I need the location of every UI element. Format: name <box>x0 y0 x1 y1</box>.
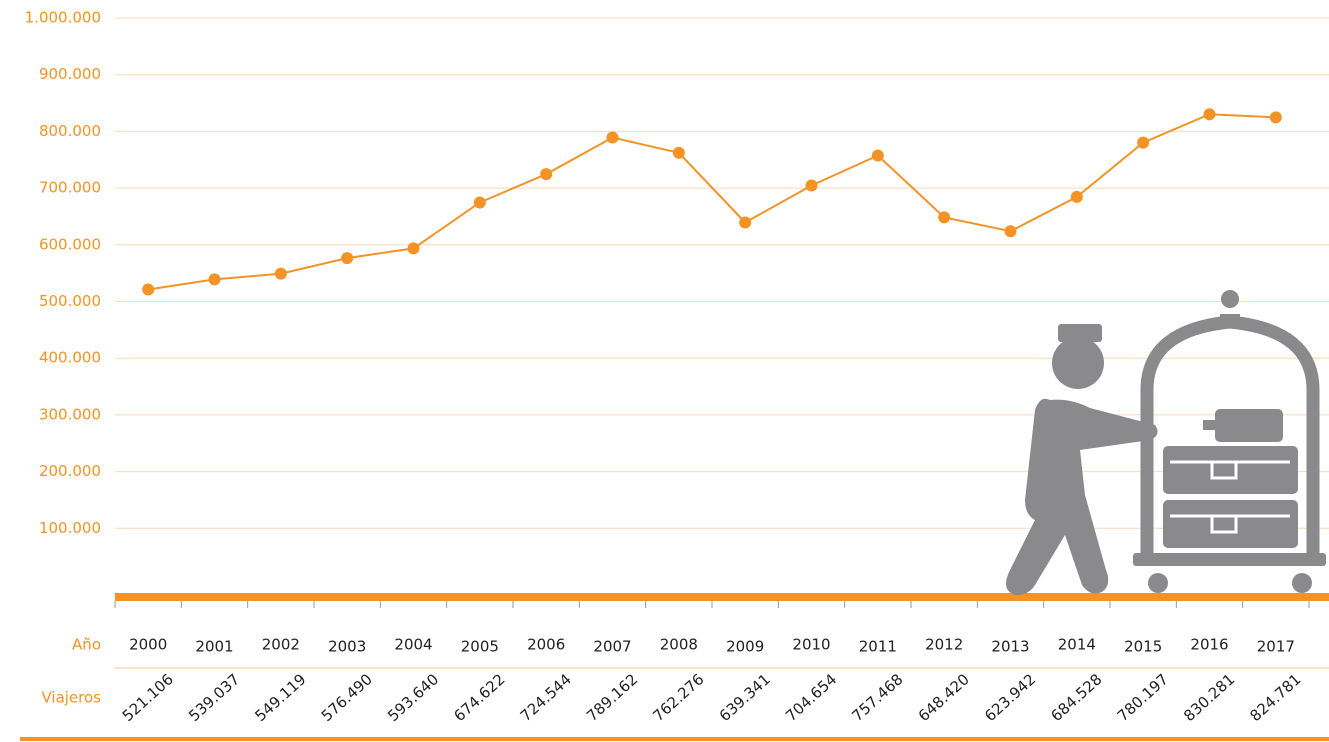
value-label: 549.119 <box>251 670 309 725</box>
value-label: 593.640 <box>384 670 442 725</box>
data-point <box>673 147 685 159</box>
data-point <box>209 273 221 285</box>
value-label: 762.276 <box>649 670 707 725</box>
x-tick-label: 2017 <box>1257 638 1295 656</box>
x-tick-label: 2007 <box>593 638 631 656</box>
data-point <box>872 150 884 162</box>
x-tick-label: 2013 <box>991 638 1029 656</box>
y-tick-label: 300.000 <box>39 405 101 423</box>
x-tick-label: 2011 <box>859 638 897 656</box>
data-point <box>142 284 154 296</box>
x-tick-label: 2015 <box>1124 638 1162 656</box>
x-tick-label: 2008 <box>660 636 698 654</box>
y-tick-label: 1.000.000 <box>25 9 101 27</box>
x-axis-label: Año <box>72 636 101 654</box>
bellhop-icon <box>1006 290 1326 595</box>
x-tick-label: 2014 <box>1058 636 1096 654</box>
y-tick-label: 500.000 <box>39 292 101 310</box>
x-tick-label: 2000 <box>129 636 167 654</box>
value-label: 724.544 <box>517 670 575 725</box>
chart: Año Viajeros 100.000 200.000 300.000 400.00… <box>0 0 1329 742</box>
y-tick-label: 100.000 <box>39 519 101 537</box>
x-tick-label: 2001 <box>195 638 233 656</box>
data-point <box>540 168 552 180</box>
value-label: 521.106 <box>119 670 177 725</box>
x-tick-label: 2004 <box>394 636 432 654</box>
data-point <box>607 132 619 144</box>
data-point <box>1270 111 1282 123</box>
x-tick-label: 2006 <box>527 636 565 654</box>
x-tick-label: 2002 <box>262 636 300 654</box>
data-point <box>806 179 818 191</box>
value-label: 623.942 <box>981 670 1039 725</box>
value-label: 704.654 <box>782 670 840 725</box>
x-tick-label: 2009 <box>726 638 764 656</box>
y-tick-label: 800.000 <box>39 122 101 140</box>
value-label: 757.468 <box>848 670 906 725</box>
y-tick-label: 900.000 <box>39 65 101 83</box>
x-tick-label: 2016 <box>1190 636 1228 654</box>
x-tick-label: 2010 <box>792 636 830 654</box>
value-label: 780.197 <box>1114 670 1172 725</box>
data-point <box>474 196 486 208</box>
value-label: 824.781 <box>1246 670 1304 725</box>
x-tick-label: 2003 <box>328 638 366 656</box>
data-point <box>1005 225 1017 237</box>
data-point <box>938 211 950 223</box>
data-point <box>275 268 287 280</box>
value-label: 830.281 <box>1180 670 1238 725</box>
table-bottom-bar <box>20 737 1329 741</box>
data-point <box>1137 137 1149 149</box>
y-tick-label: 700.000 <box>39 179 101 197</box>
data-point <box>1204 108 1216 120</box>
x-tick-label: 2012 <box>925 636 963 654</box>
y-tick-label: 400.000 <box>39 349 101 367</box>
data-point <box>1071 191 1083 203</box>
data-point <box>341 252 353 264</box>
value-label: 639.341 <box>716 670 774 725</box>
y-tick-label: 200.000 <box>39 462 101 480</box>
value-label: 684.528 <box>1047 670 1105 725</box>
value-label: 576.490 <box>318 670 376 725</box>
value-label: 539.037 <box>185 670 243 725</box>
value-label: 789.162 <box>583 670 641 725</box>
value-label: 674.622 <box>450 670 508 725</box>
series-line <box>148 114 1276 289</box>
y-tick-label: 600.000 <box>39 235 101 253</box>
series-label: Viajeros <box>41 689 101 707</box>
x-tick-label: 2005 <box>461 638 499 656</box>
value-label: 648.420 <box>915 670 973 725</box>
data-point <box>739 216 751 228</box>
x-axis-bar <box>115 593 1329 601</box>
data-point <box>408 242 420 254</box>
